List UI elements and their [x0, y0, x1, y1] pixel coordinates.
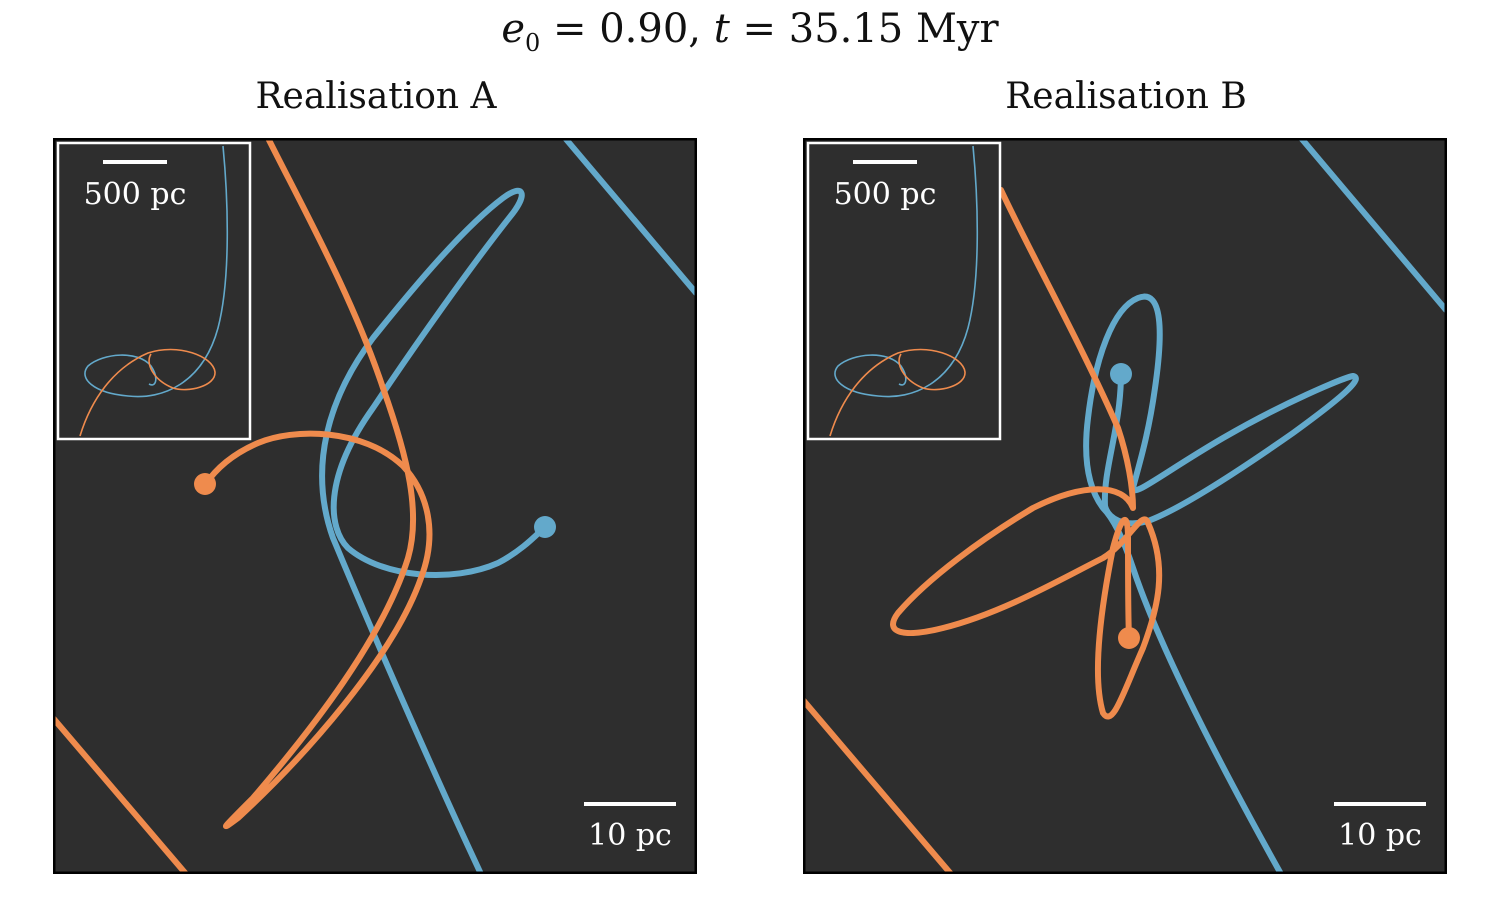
title-e-value: = 0.90, — [540, 6, 714, 52]
panel-b-frame — [803, 138, 1447, 874]
figure-title: e0 = 0.90, t = 35.15 Myr — [0, 6, 1500, 57]
panel-a-blue-endpoint — [534, 516, 556, 538]
panel-b-blue-endpoint — [1110, 363, 1132, 385]
title-t-symbol: t — [713, 6, 730, 52]
panel-b-blue-track — [1083, 293, 1359, 874]
title-e-subscript: 0 — [525, 29, 541, 57]
panel-b-scale-label: 10 pc — [1338, 818, 1422, 853]
panel-a-inset-frame — [56, 141, 252, 441]
title-t-value: = 35.15 Myr — [729, 6, 999, 52]
panel-b-orange-track — [890, 187, 1163, 720]
panel-a-blue-diagonal-top — [562, 138, 697, 296]
panel-a-scale-label: 10 pc — [588, 818, 672, 853]
panel-a-inset-orange-track — [79, 348, 216, 437]
panel-b-blue-diagonal-top — [1298, 138, 1447, 313]
panel-a-orange-diagonal-bottom — [53, 715, 189, 874]
panel-b-orange-endpoint — [1118, 627, 1140, 649]
panel-a-orange-loop — [202, 138, 433, 830]
panel-a-blue-loop — [319, 187, 548, 874]
panel-b-title: Realisation B — [1005, 76, 1247, 117]
panel-a-plot: 500 pc 10 pc — [53, 138, 697, 874]
title-e-symbol: e — [501, 6, 525, 52]
panel-b-inset-blue-track — [834, 145, 979, 398]
panel-b: 500 pc 10 pc — [803, 138, 1447, 874]
panel-b-inset-scale-label: 500 pc — [834, 177, 937, 212]
panel-a-inset-blue-track — [84, 145, 229, 398]
panel-b-inset-orange-track — [829, 348, 966, 437]
panel-a-title: Realisation A — [255, 76, 497, 117]
panel-a-frame — [53, 138, 697, 874]
panel-a-inset-scale-label: 500 pc — [84, 177, 187, 212]
panel-a: 500 pc 10 pc — [53, 138, 697, 874]
panel-b-plot: 500 pc 10 pc — [803, 138, 1447, 874]
panel-b-inset-frame — [806, 141, 1002, 441]
panel-b-orange-diagonal-bottom — [803, 697, 954, 874]
panel-a-orange-endpoint — [194, 473, 216, 495]
